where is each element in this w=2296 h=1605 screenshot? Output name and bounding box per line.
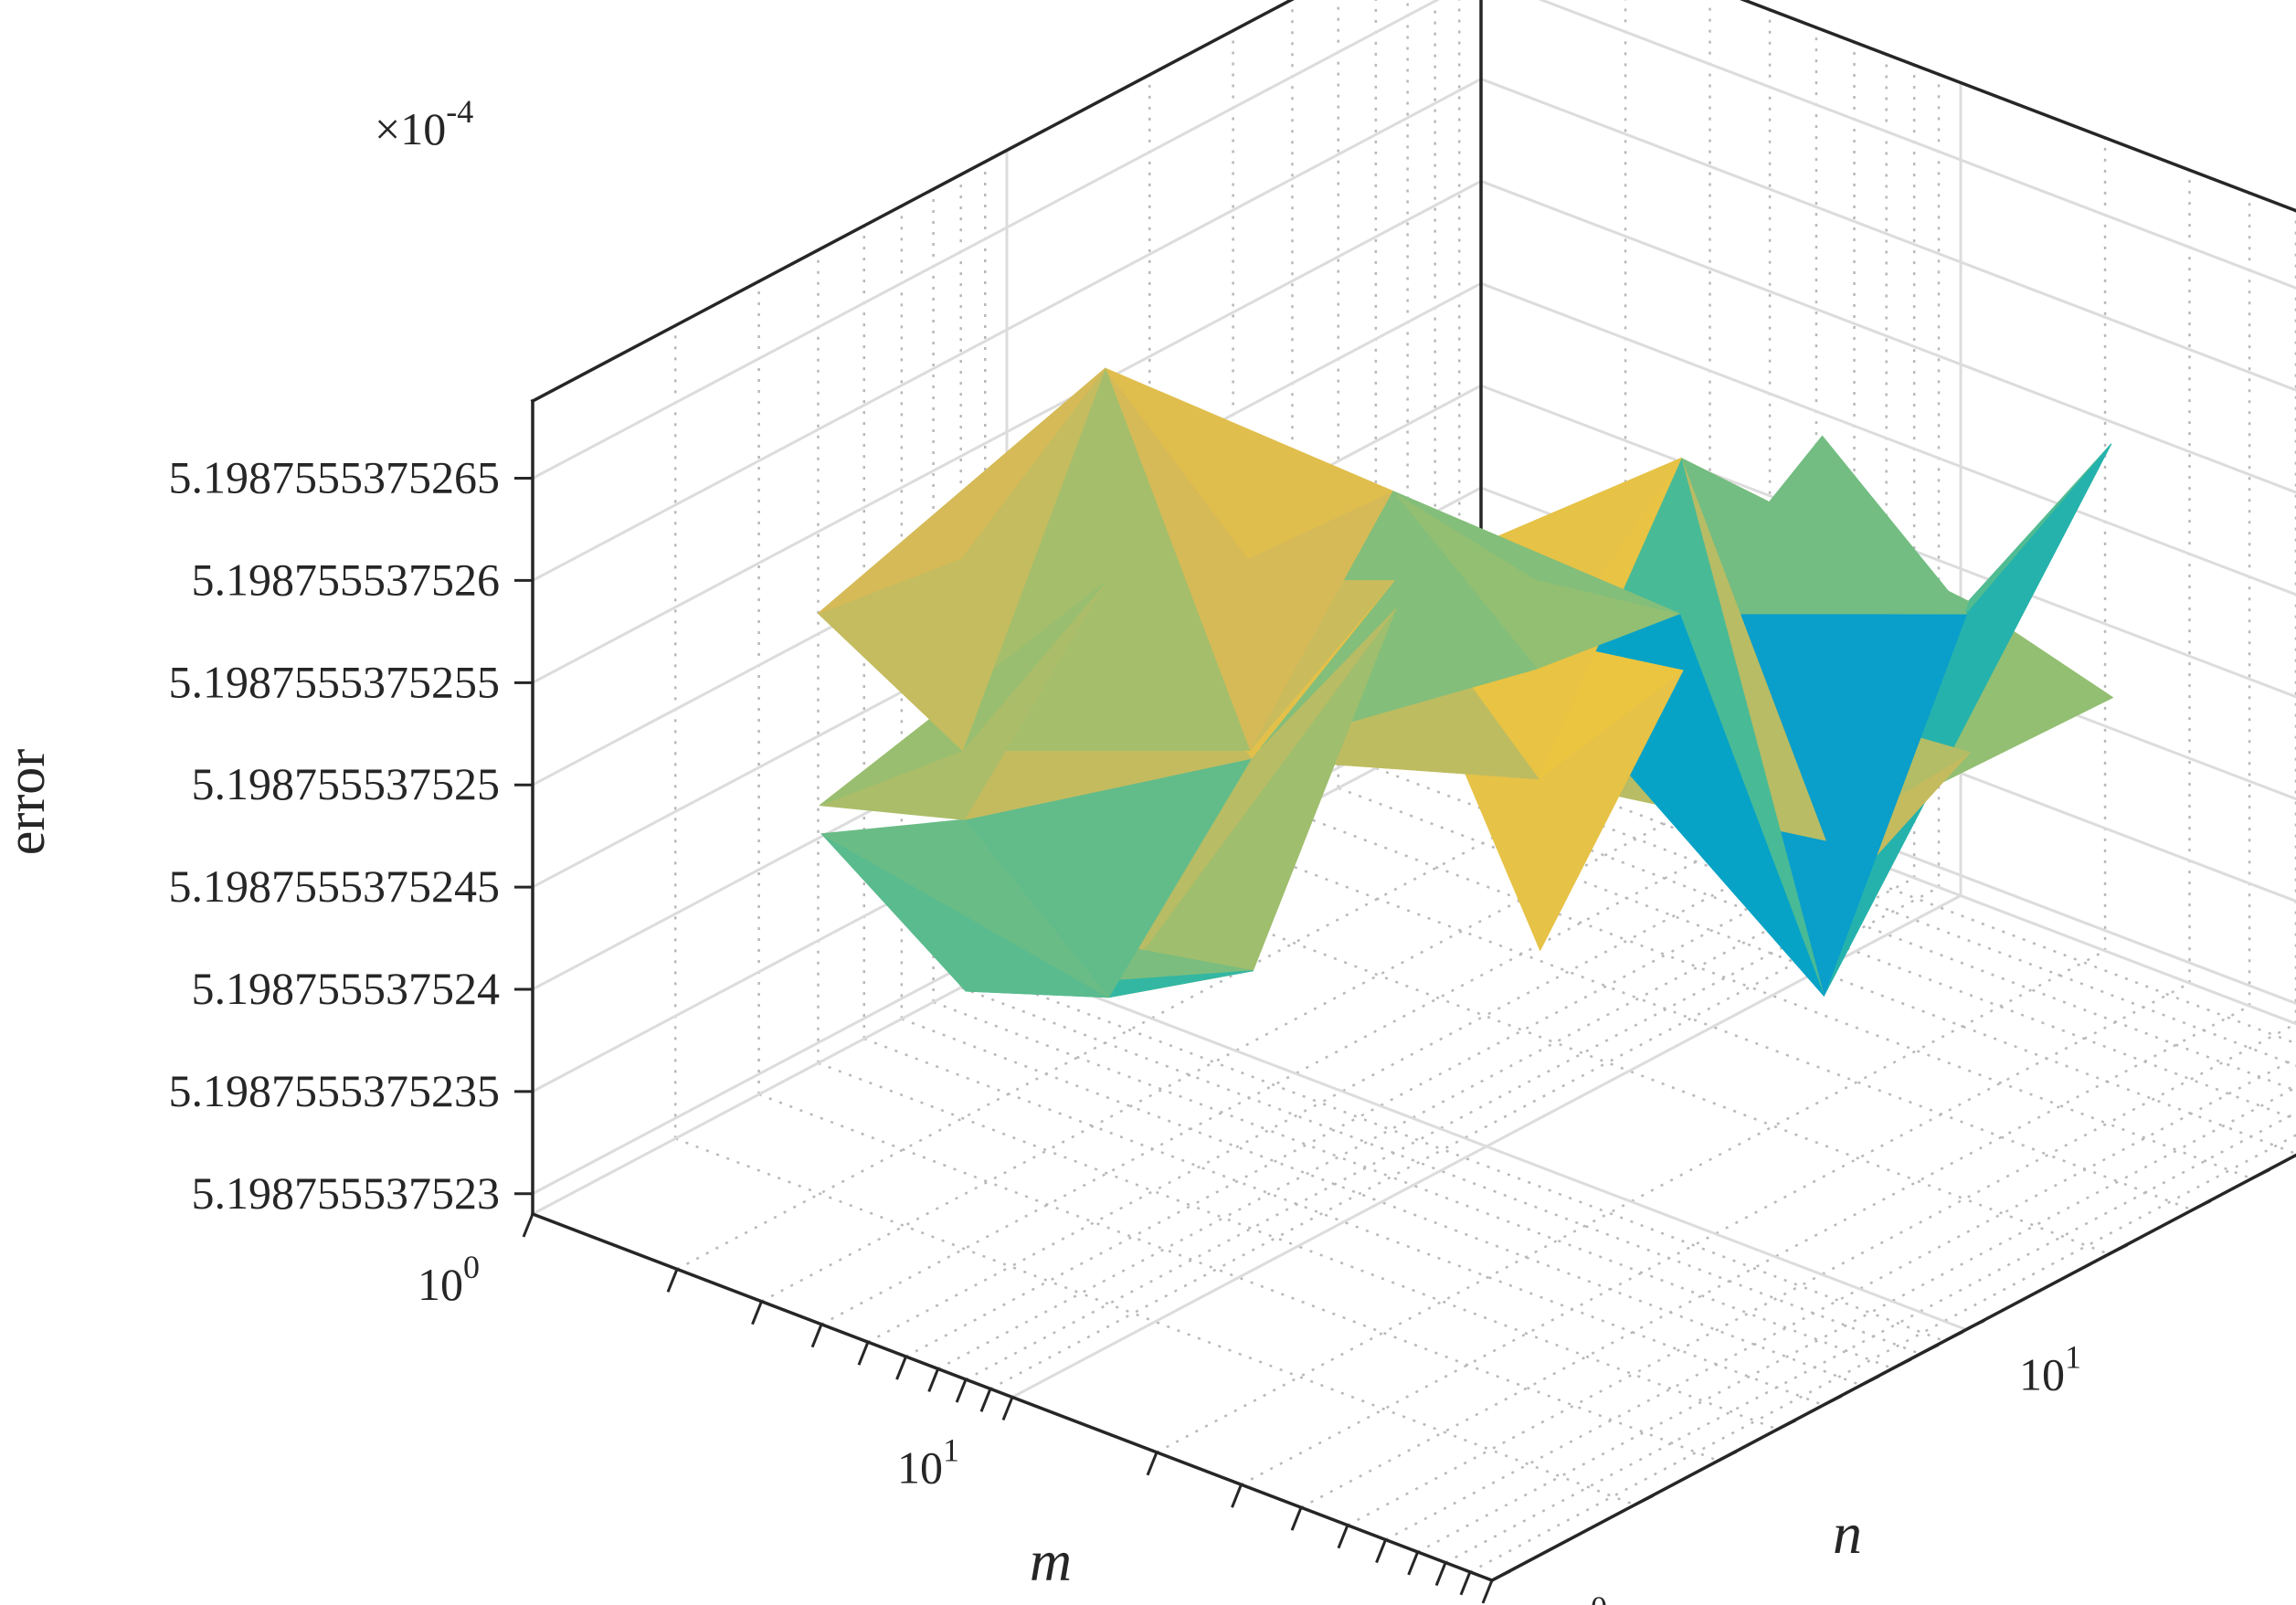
surface-facet: [818, 367, 1106, 614]
minor-grid-line: [674, 1137, 1635, 1506]
x-tick-mark: [857, 1341, 870, 1366]
y-axis-label: n: [1833, 1501, 1862, 1566]
x-tick-mark: [1459, 1571, 1472, 1596]
minor-grid-line: [1292, 811, 2252, 1180]
x-tick-mark: [810, 1324, 823, 1348]
surface-plot: [818, 367, 2113, 998]
y-tick-mark: [1891, 1357, 1912, 1370]
z-tick-label: 5.198755537525: [192, 758, 501, 809]
minor-grid-line: [1338, 787, 2296, 1156]
surface-facet: [820, 818, 1109, 998]
y-tick-mark: [1776, 1419, 1797, 1431]
x-tick-mark: [1407, 1551, 1420, 1576]
major-grid-line: [532, 0, 1441, 480]
z-tick-label: 5.198755537523: [192, 1167, 501, 1219]
y-tick-label: 100: [1545, 1589, 1607, 1605]
y-tick-mark: [1823, 1394, 1843, 1407]
x-tick-mark: [1231, 1484, 1243, 1508]
minor-grid-line: [960, 986, 1921, 1356]
x-tick-mark: [522, 1213, 534, 1238]
major-grid-line: [1006, 962, 1967, 1331]
z-tick-label: 5.198755537524: [192, 963, 501, 1014]
minor-grid-line: [901, 1018, 1862, 1387]
z-multiplier: ×10-4: [375, 93, 473, 154]
x-tick-mark: [1337, 1525, 1349, 1549]
minor-grid-line: [1407, 750, 2296, 1093]
z-tick-label: 5.1987555375245: [169, 861, 501, 912]
major-grid-line: [1480, 78, 2296, 392]
z-tick-label: 5.1987555375255: [169, 656, 501, 707]
minor-grid-line: [1458, 723, 2296, 1045]
major-grid-line: [1480, 281, 2296, 597]
x-tick-mark: [927, 1367, 940, 1392]
x-tick-mark: [666, 1268, 679, 1293]
y-tick-mark: [1717, 1450, 1738, 1462]
axis-line: [1740, 0, 2296, 213]
tick-marks: [514, 477, 2271, 1604]
x-tick-label: 100: [418, 1249, 480, 1310]
minor-grid-line: [984, 973, 1945, 1343]
x-tick-mark: [1001, 1396, 1014, 1421]
surface-facet: [1105, 367, 1393, 559]
x-tick-mark: [895, 1356, 907, 1380]
z-tick-label: 5.198755537526: [192, 554, 501, 605]
minor-grid-line: [863, 1037, 1825, 1407]
x-tick-mark: [1146, 1452, 1159, 1476]
minor-grid-line: [758, 1093, 1719, 1462]
major-grid-line: [532, 78, 1482, 582]
x-tick-mark: [979, 1388, 992, 1412]
x-tick-mark: [955, 1378, 968, 1403]
y-tick-mark: [2250, 1167, 2271, 1180]
x-tick-mark: [1481, 1579, 1494, 1604]
axis-line: [530, 0, 1295, 404]
y-tick-mark: [1920, 1343, 1940, 1356]
y-tick-mark: [1965, 1319, 1985, 1331]
major-grid-line: [1480, 179, 2296, 494]
surface-facet: [1391, 491, 1680, 615]
y-tick-mark: [1860, 1375, 1880, 1387]
major-grid-line: [532, 179, 1482, 684]
minor-grid-line: [1434, 735, 2296, 1067]
minor-grid-line: [933, 1000, 1894, 1370]
y-tick-mark: [2108, 1243, 2128, 1256]
y-tick-mark: [1634, 1494, 1654, 1506]
y-tick-labels: 100101102: [1545, 1339, 2081, 1605]
surface-facet: [1678, 435, 1968, 615]
major-grid-line: [1480, 384, 2296, 699]
x-tick-mark: [751, 1301, 763, 1325]
y-tick-label: 101: [2019, 1339, 2081, 1400]
z-axis-label: error: [0, 749, 56, 856]
z-tick-labels: 5.1987555375265 5.198755537526 5.198755537…: [169, 452, 501, 1219]
major-grid-line: [1538, 0, 2296, 290]
x-axis-label: m: [1030, 1528, 1072, 1593]
x-tick-labels: 100101102: [418, 1249, 959, 1494]
x-tick-mark: [1375, 1538, 1387, 1564]
minor-grid-line: [1233, 842, 2194, 1211]
z-tick-label: 5.1987555375235: [169, 1065, 501, 1116]
y-tick-mark: [1491, 1569, 1511, 1582]
z-tick-label: 5.1987555375265: [169, 452, 501, 503]
x-tick-mark: [1434, 1562, 1447, 1587]
x-tick-mark: [1290, 1506, 1303, 1531]
minor-grid-line: [1375, 766, 2296, 1121]
x-tick-label: 101: [897, 1432, 959, 1494]
minor-grid-line: [818, 1061, 1778, 1431]
minor-grid-line: [1148, 886, 2110, 1256]
y-tick-mark: [2191, 1199, 2212, 1211]
y-tick-mark: [1943, 1330, 1963, 1343]
